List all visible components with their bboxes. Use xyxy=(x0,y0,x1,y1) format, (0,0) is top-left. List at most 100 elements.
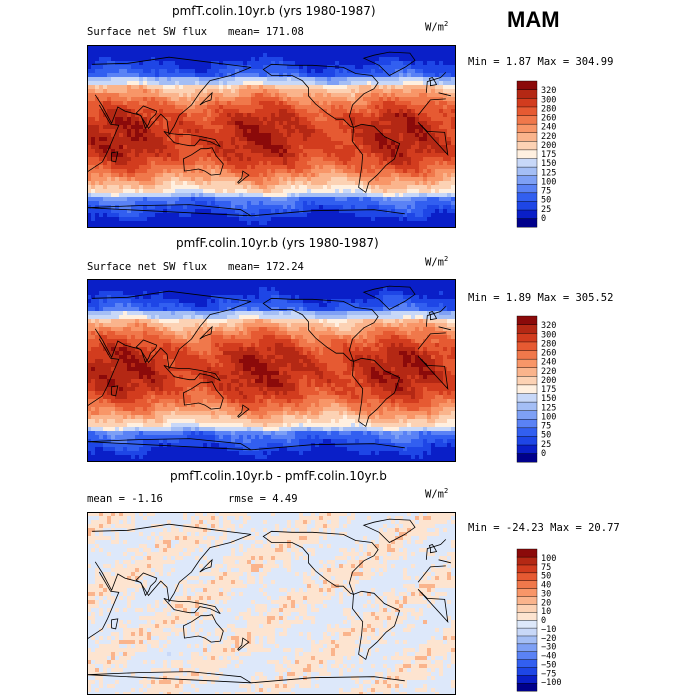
map-cell xyxy=(135,197,140,202)
map-cell xyxy=(315,149,320,154)
map-cell xyxy=(343,141,348,146)
map-cell xyxy=(115,197,120,202)
map-cell xyxy=(347,291,352,296)
map-cell xyxy=(135,65,140,70)
colorbar-tick-label: 260 xyxy=(541,114,556,124)
map-cell xyxy=(435,65,440,70)
map-cell xyxy=(427,105,432,110)
map-cell xyxy=(223,225,228,228)
map-cell xyxy=(291,225,296,228)
map-cell xyxy=(219,137,224,142)
map-cell xyxy=(323,225,328,228)
map-cell xyxy=(331,145,336,150)
map-cell xyxy=(315,69,320,74)
map-cell xyxy=(99,201,104,206)
map-cell xyxy=(143,169,148,174)
map-cell xyxy=(327,105,332,110)
map-cell xyxy=(219,303,224,308)
map-cell xyxy=(371,97,376,102)
map-cell xyxy=(347,213,352,218)
map-cell xyxy=(315,129,320,134)
map-cell xyxy=(179,53,184,58)
map-cell xyxy=(127,129,132,134)
map-cell xyxy=(347,81,352,86)
map-cell xyxy=(411,117,416,122)
map-cell xyxy=(359,283,364,288)
map-cell xyxy=(387,125,392,130)
map-cell xyxy=(391,81,396,86)
map-cell xyxy=(135,109,140,114)
map-cell xyxy=(435,73,440,78)
map-cell xyxy=(339,93,344,98)
map-cell xyxy=(195,279,200,284)
map-cell xyxy=(407,53,412,58)
map-cell xyxy=(159,185,164,190)
map-cell xyxy=(355,225,360,228)
map-cell xyxy=(451,161,456,166)
map-cell xyxy=(203,89,208,94)
map-cell xyxy=(119,69,124,74)
map-cell xyxy=(355,181,360,186)
map-cell xyxy=(183,137,188,142)
map-cell xyxy=(371,299,376,304)
map-cell xyxy=(127,53,132,58)
map-cell xyxy=(251,197,256,202)
map-cell xyxy=(415,101,420,106)
map-cell xyxy=(415,53,420,58)
map-cell xyxy=(363,283,368,288)
map-cell xyxy=(407,303,412,308)
map-cell xyxy=(219,161,224,166)
map-cell xyxy=(183,81,188,86)
map-cell xyxy=(399,101,404,106)
map-cell xyxy=(315,299,320,304)
map-cell xyxy=(379,69,384,74)
map-cell xyxy=(135,149,140,154)
map-cell xyxy=(231,81,236,86)
map-cell xyxy=(399,291,404,296)
map-cell xyxy=(139,173,144,178)
map-cell xyxy=(143,205,148,210)
map-cell xyxy=(303,193,308,198)
map-cell xyxy=(315,205,320,210)
map-cell xyxy=(375,141,380,146)
map-cell xyxy=(159,197,164,202)
map-cell xyxy=(295,65,300,70)
map-cell xyxy=(383,157,388,162)
map-cell xyxy=(151,145,156,150)
map-cell xyxy=(451,221,456,226)
map-cell xyxy=(131,73,136,78)
map-cell xyxy=(219,209,224,214)
map-cell xyxy=(407,287,412,292)
map-cell xyxy=(259,133,264,138)
map-cell xyxy=(119,161,124,166)
map-cell xyxy=(327,213,332,218)
map-cell xyxy=(111,225,116,228)
map-cell xyxy=(291,105,296,110)
map-cell xyxy=(407,201,412,206)
map-cell xyxy=(431,177,436,182)
map-cell xyxy=(287,113,292,118)
map-cell xyxy=(247,209,252,214)
map-cell xyxy=(179,105,184,110)
map-cell xyxy=(103,283,108,288)
map-cell xyxy=(439,53,444,58)
map-cell xyxy=(387,113,392,118)
map-cell xyxy=(119,77,124,82)
map-cell xyxy=(279,299,284,304)
map-cell xyxy=(179,153,184,158)
map-cell xyxy=(279,213,284,218)
map-cell xyxy=(319,225,324,228)
map-cell xyxy=(187,129,192,134)
map-cell xyxy=(155,287,160,292)
map-cell xyxy=(315,217,320,222)
map-cell xyxy=(311,217,316,222)
map-cell xyxy=(439,149,444,154)
map-cell xyxy=(187,209,192,214)
map-cell xyxy=(123,173,128,178)
map-cell xyxy=(215,197,220,202)
colorbar-swatch xyxy=(516,97,538,108)
map-cell xyxy=(263,189,268,194)
map-cell xyxy=(367,141,372,146)
map-cell xyxy=(275,299,280,304)
map-cell xyxy=(107,209,112,214)
